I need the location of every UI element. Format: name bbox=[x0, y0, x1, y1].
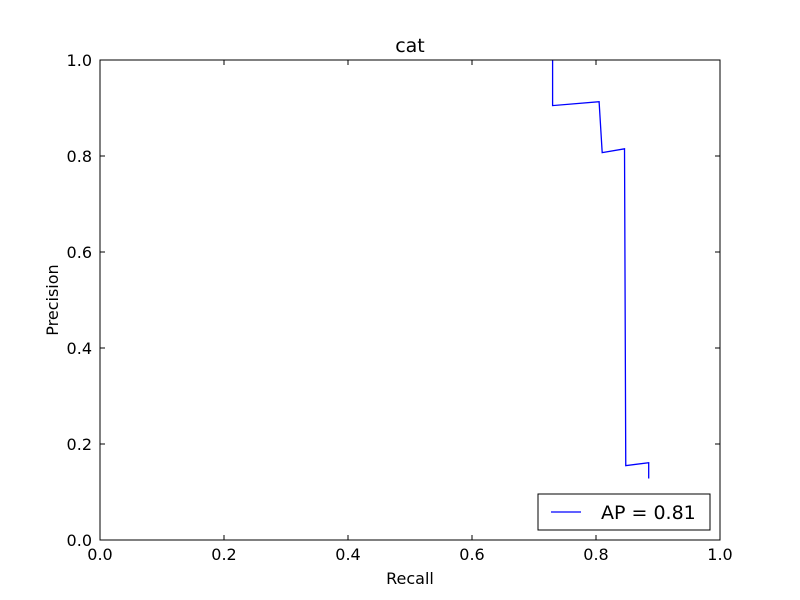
y-tick-label: 0.2 bbox=[67, 435, 92, 454]
legend: AP = 0.81 bbox=[538, 494, 710, 530]
chart-title: cat bbox=[395, 35, 425, 57]
x-tick-label: 0.8 bbox=[583, 545, 608, 564]
x-tick-label: 0.2 bbox=[211, 545, 236, 564]
y-tick-label: 0.8 bbox=[67, 147, 92, 166]
y-tick-label: 0.6 bbox=[67, 243, 92, 262]
y-tick-label: 1.0 bbox=[67, 51, 92, 70]
y-tick-label: 0.0 bbox=[67, 531, 92, 550]
y-tick-label: 0.4 bbox=[67, 339, 92, 358]
legend-label: AP = 0.81 bbox=[601, 502, 696, 524]
x-tick-label: 0.4 bbox=[335, 545, 360, 564]
x-axis-label: Recall bbox=[386, 569, 434, 588]
x-tick-label: 1.0 bbox=[707, 545, 732, 564]
y-axis-label: Precision bbox=[43, 264, 62, 335]
x-tick-label: 0.6 bbox=[459, 545, 484, 564]
